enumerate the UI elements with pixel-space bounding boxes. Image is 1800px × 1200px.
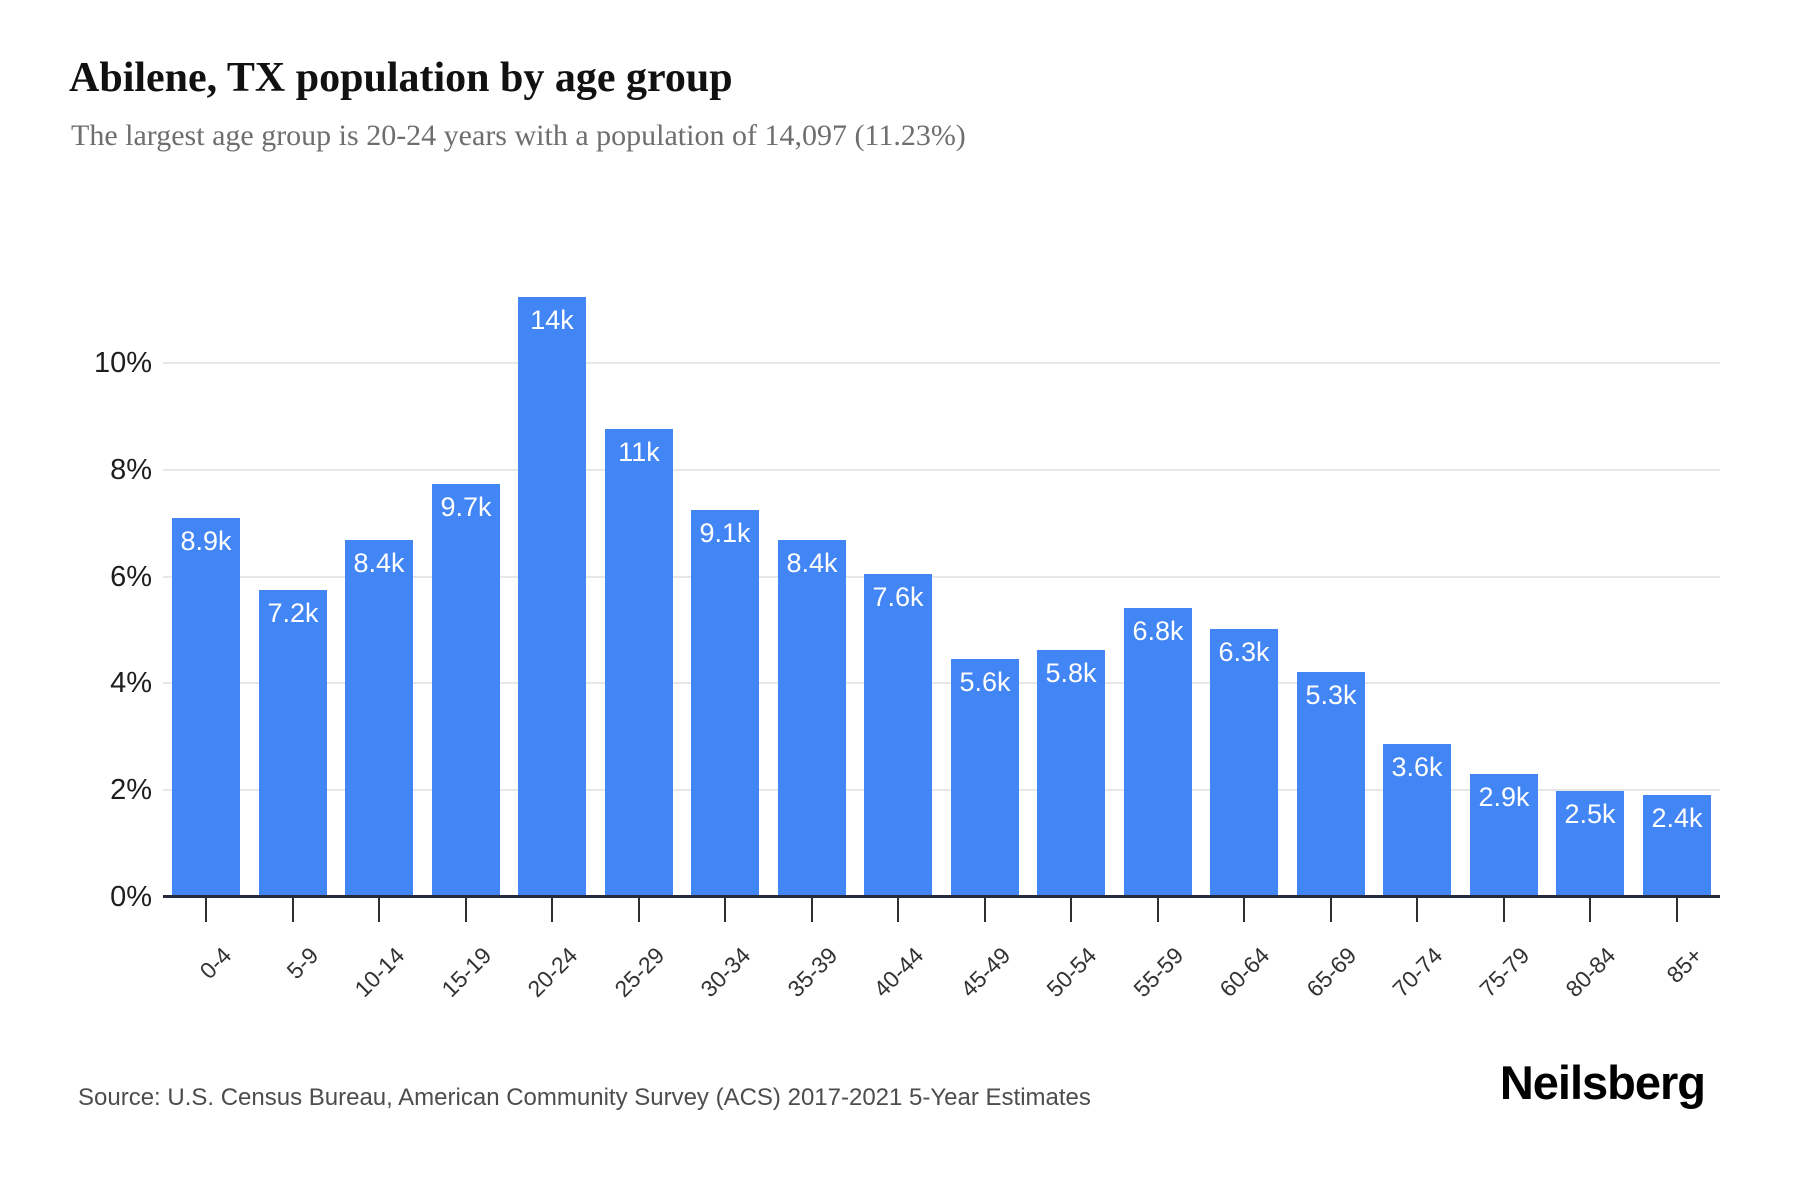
- axis-tick: [1503, 898, 1505, 922]
- bar-value-label: 6.8k: [1132, 616, 1184, 646]
- gridline: [163, 575, 1720, 578]
- axis-tick: [551, 898, 553, 922]
- y-axis-label: 2%: [110, 774, 152, 807]
- axis-tick: [1157, 898, 1159, 922]
- x-axis-label: 25-29: [609, 942, 670, 1002]
- bar-55-59[interactable]: 6.8k: [1124, 608, 1192, 897]
- bar-85+[interactable]: 2.4k: [1643, 795, 1711, 897]
- x-axis-label: 20-24: [522, 942, 583, 1002]
- axis-tick: [897, 898, 899, 922]
- x-axis-label: 60-64: [1214, 942, 1275, 1002]
- bar-value-label: 11k: [618, 437, 660, 467]
- bar-value-label: 6.3k: [1218, 637, 1270, 667]
- axis-tick: [811, 898, 813, 922]
- x-axis-label: 5-9: [281, 942, 324, 984]
- bar-70-74[interactable]: 3.6k: [1383, 744, 1451, 897]
- gridline: [163, 362, 1720, 364]
- bar-value-label: 2.5k: [1564, 799, 1616, 829]
- x-axis-label: 0-4: [194, 942, 237, 984]
- chart-title: Abilene, TX population by age group: [69, 55, 733, 101]
- axis-tick: [1589, 898, 1591, 922]
- x-axis-label: 10-14: [349, 942, 410, 1002]
- bar-value-label: 9.1k: [699, 518, 751, 548]
- bar-15-19[interactable]: 9.7k: [432, 484, 500, 897]
- bar-0-4[interactable]: 8.9k: [172, 518, 240, 897]
- x-axis-label: 55-59: [1128, 942, 1189, 1002]
- x-axis-label: 35-39: [782, 942, 843, 1002]
- bar-value-label: 2.9k: [1478, 782, 1530, 812]
- source-text: Source: U.S. Census Bureau, American Com…: [78, 1084, 1091, 1111]
- bar-35-39[interactable]: 8.4k: [778, 540, 846, 897]
- axis-tick: [1676, 898, 1678, 922]
- axis-tick: [1243, 898, 1245, 922]
- axis-tick: [1070, 898, 1072, 922]
- x-axis-label: 50-54: [1041, 942, 1102, 1002]
- gridline: [163, 789, 1720, 792]
- bar-45-49[interactable]: 5.6k: [951, 659, 1019, 897]
- x-axis-label: 70-74: [1387, 942, 1448, 1002]
- bar-value-label: 9.7k: [440, 492, 492, 522]
- bar-20-24[interactable]: 14k: [518, 297, 586, 897]
- axis-tick: [984, 898, 986, 922]
- x-axis-label: 40-44: [868, 942, 929, 1002]
- bar-75-79[interactable]: 2.9k: [1470, 774, 1538, 897]
- bar-value-label: 8.9k: [180, 526, 232, 556]
- bar-60-64[interactable]: 6.3k: [1210, 629, 1278, 897]
- chart-subtitle: The largest age group is 20-24 years wit…: [71, 119, 966, 152]
- y-axis-label: 0%: [110, 881, 152, 913]
- bar-50-54[interactable]: 5.8k: [1037, 650, 1105, 897]
- gridline: [163, 468, 1720, 471]
- axis-tick: [1330, 898, 1332, 922]
- x-axis-line: [163, 895, 1720, 898]
- bar-value-label: 8.4k: [786, 548, 838, 578]
- axis-tick: [724, 898, 726, 922]
- bar-30-34[interactable]: 9.1k: [691, 510, 759, 897]
- bar-5-9[interactable]: 7.2k: [259, 590, 327, 897]
- bar-10-14[interactable]: 8.4k: [345, 540, 413, 897]
- x-axis-label: 80-84: [1560, 942, 1621, 1002]
- bar-value-label: 5.6k: [959, 667, 1011, 697]
- gridline: [163, 682, 1720, 685]
- brand-logo[interactable]: Neilsberg: [1499, 1056, 1706, 1109]
- bar-80-84[interactable]: 2.5k: [1556, 791, 1624, 897]
- x-axis-label: 30-34: [695, 942, 756, 1002]
- axis-tick: [1416, 898, 1418, 922]
- axis-tick: [465, 898, 467, 922]
- bar-value-label: 14k: [530, 305, 574, 335]
- bar-value-label: 7.2k: [267, 598, 319, 628]
- x-axis-label: 75-79: [1474, 942, 1535, 1002]
- bar-65-69[interactable]: 5.3k: [1297, 672, 1365, 897]
- axis-tick: [378, 898, 380, 922]
- x-axis-label: 65-69: [1301, 942, 1362, 1002]
- y-axis-label: 6%: [110, 560, 152, 593]
- bar-40-44[interactable]: 7.6k: [864, 574, 932, 897]
- axis-tick: [205, 898, 207, 922]
- y-axis-label: 4%: [110, 667, 152, 700]
- axis-tick: [292, 898, 294, 922]
- y-axis-label: 10%: [93, 347, 152, 379]
- x-axis-label: 15-19: [436, 942, 497, 1002]
- x-axis-label: 85+: [1661, 942, 1708, 988]
- bar-value-label: 3.6k: [1391, 752, 1443, 782]
- x-axis-label: 45-49: [955, 942, 1016, 1002]
- bar-value-label: 5.3k: [1305, 680, 1357, 710]
- bar-value-label: 2.4k: [1651, 803, 1703, 833]
- bar-value-label: 8.4k: [353, 548, 405, 578]
- bar-25-29[interactable]: 11k: [605, 429, 673, 897]
- axis-tick: [638, 898, 640, 922]
- bar-value-label: 7.6k: [872, 582, 924, 612]
- bar-value-label: 5.8k: [1045, 658, 1097, 688]
- y-axis-label: 8%: [110, 453, 152, 486]
